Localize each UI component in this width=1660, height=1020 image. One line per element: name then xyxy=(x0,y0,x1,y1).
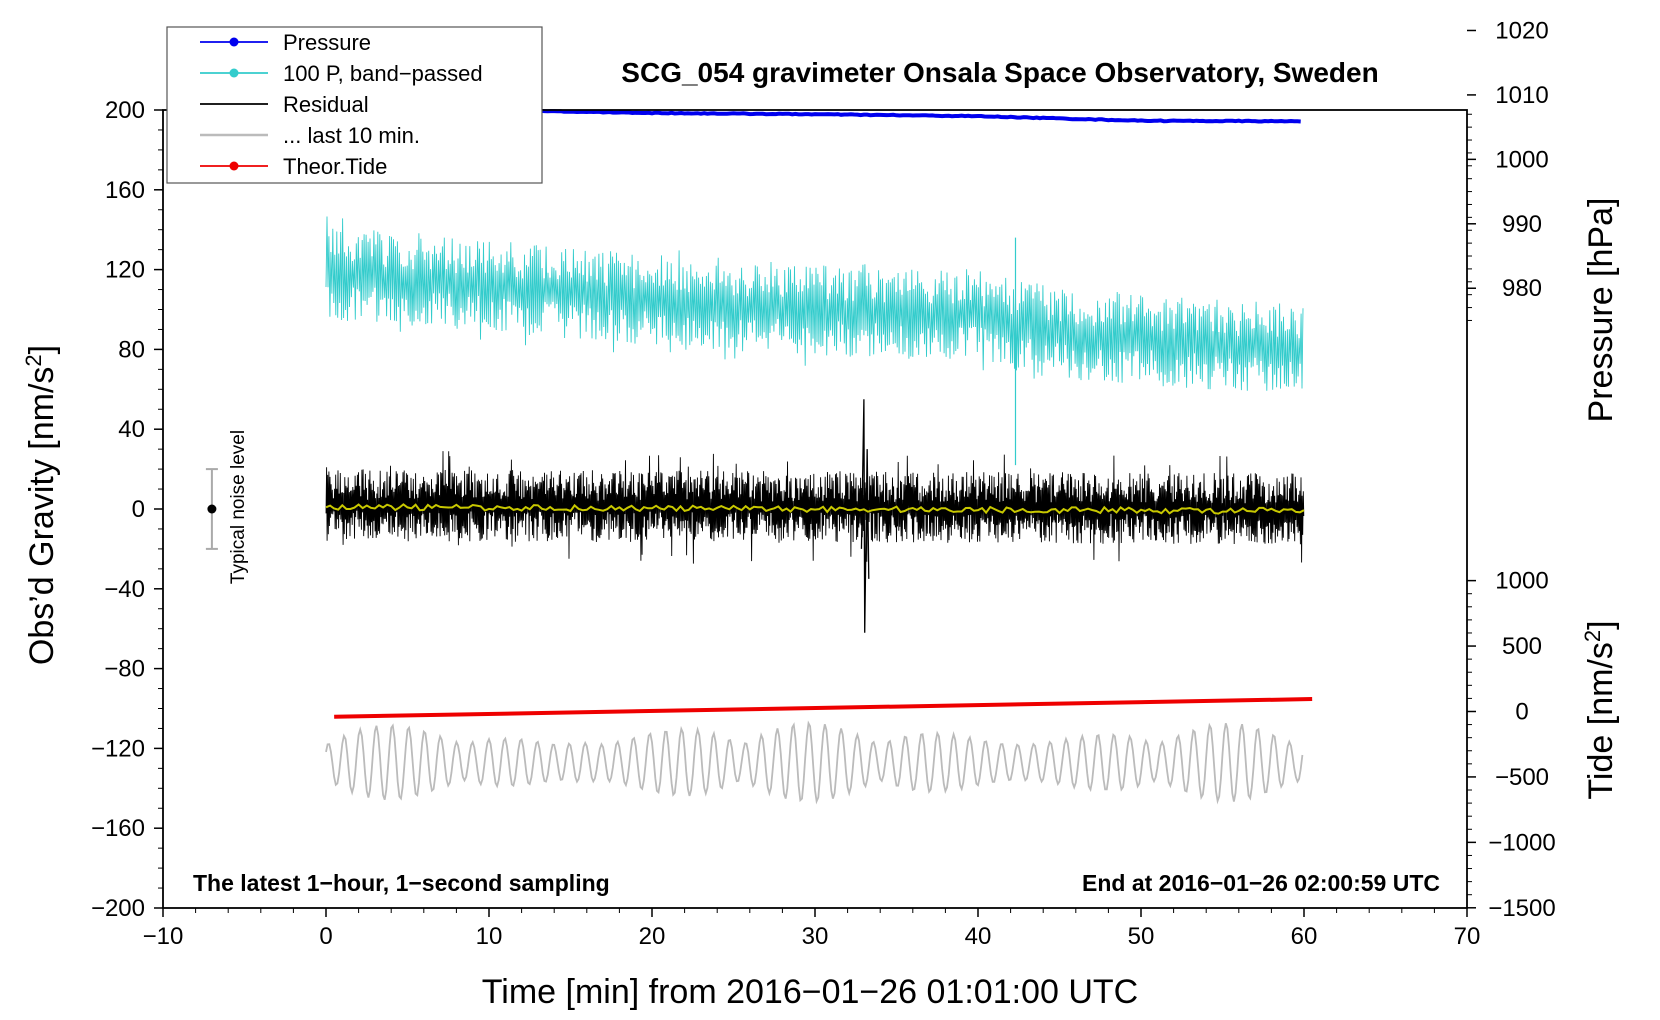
x-axis-label: Time [min] from 2016−01−26 01:01:00 UTC xyxy=(482,973,1138,1011)
note-end-time: End at 2016−01−26 02:00:59 UTC xyxy=(1082,870,1440,896)
noise-level-label: Typical noise level xyxy=(228,430,249,584)
pressure-tick-label: 1020 xyxy=(1495,17,1548,44)
tide-tick-label: −1000 xyxy=(1488,829,1555,856)
y-axis-label-tide: Tide [nm/s2] xyxy=(1580,620,1620,799)
legend-label: Pressure xyxy=(283,30,371,55)
series-bandpassed-line xyxy=(325,216,1304,391)
legend-label: ... last 10 min. xyxy=(283,123,420,148)
y-axis-label-gravity: Obs’d Gravity [nm/s2] xyxy=(21,345,61,665)
tide-tick-label: −1500 xyxy=(1488,895,1555,922)
tide-tick-label: 500 xyxy=(1502,633,1542,660)
x-tick-label: 30 xyxy=(802,923,829,950)
x-tick-label: −10 xyxy=(143,923,184,950)
legend: Pressure 100 P, band−passed Residual ... la… xyxy=(166,26,543,184)
pressure-tick-label: 990 xyxy=(1502,211,1542,238)
legend-entry: ... last 10 min. xyxy=(200,123,420,148)
y-tick-label: 200 xyxy=(105,97,145,124)
tide-tick-label: 0 xyxy=(1515,698,1528,725)
legend-swatch-marker xyxy=(229,37,239,47)
series-last10min-line xyxy=(325,720,1304,805)
y-tick-label: −200 xyxy=(91,895,145,922)
note-sampling: The latest 1−hour, 1−second sampling xyxy=(193,870,610,896)
legend-box xyxy=(166,26,543,184)
noise-bar-center xyxy=(207,504,217,514)
y-axis-label-pressure: Pressure [hPa] xyxy=(1582,198,1620,423)
y-tick-label: −40 xyxy=(104,576,145,603)
y-tick-label: −160 xyxy=(91,815,145,842)
y-tick-label: −120 xyxy=(91,735,145,762)
pressure-tick-label: 1000 xyxy=(1495,146,1548,173)
series-residual-smoothed-line xyxy=(325,503,1305,515)
series-tide-line xyxy=(334,697,1313,719)
pressure-tick-label: 1010 xyxy=(1495,82,1548,109)
x-tick-label: 0 xyxy=(319,923,332,950)
y-tick-label: 80 xyxy=(118,336,145,363)
chart-title: SCG_054 gravimeter Onsala Space Observat… xyxy=(621,57,1378,88)
y-tick-label: −80 xyxy=(104,656,145,683)
y-tick-label: 160 xyxy=(105,177,145,204)
series-residual-line xyxy=(325,451,1305,564)
legend-label: 100 P, band−passed xyxy=(283,61,483,86)
x-tick-label: 50 xyxy=(1128,923,1155,950)
x-tick-label: 70 xyxy=(1454,923,1481,950)
y-tick-label: 0 xyxy=(132,496,145,523)
legend-entry: Theor.Tide xyxy=(200,154,387,179)
tide-tick-label: −500 xyxy=(1495,764,1549,791)
x-tick-label: 10 xyxy=(476,923,503,950)
y-tick-label: 120 xyxy=(105,257,145,284)
legend-label: Theor.Tide xyxy=(283,154,387,179)
residual-spike xyxy=(860,399,870,633)
legend-entry: Pressure xyxy=(200,30,371,55)
legend-entry: Residual xyxy=(200,92,369,117)
axes: −10 0 10 20 30 40 50 60 70−200−160−120−80−400408… xyxy=(91,17,1556,950)
legend-swatch-marker xyxy=(229,161,239,171)
legend-label: Residual xyxy=(283,92,369,117)
x-tick-label: 20 xyxy=(639,923,666,950)
x-tick-label: 60 xyxy=(1291,923,1318,950)
pressure-tick-label: 980 xyxy=(1502,275,1542,302)
y-tick-label: 40 xyxy=(118,416,145,443)
x-tick-label: 40 xyxy=(965,923,992,950)
legend-swatch-marker xyxy=(229,68,239,78)
legend-entry: 100 P, band−passed xyxy=(200,61,483,86)
tide-tick-label: 1000 xyxy=(1495,568,1548,595)
